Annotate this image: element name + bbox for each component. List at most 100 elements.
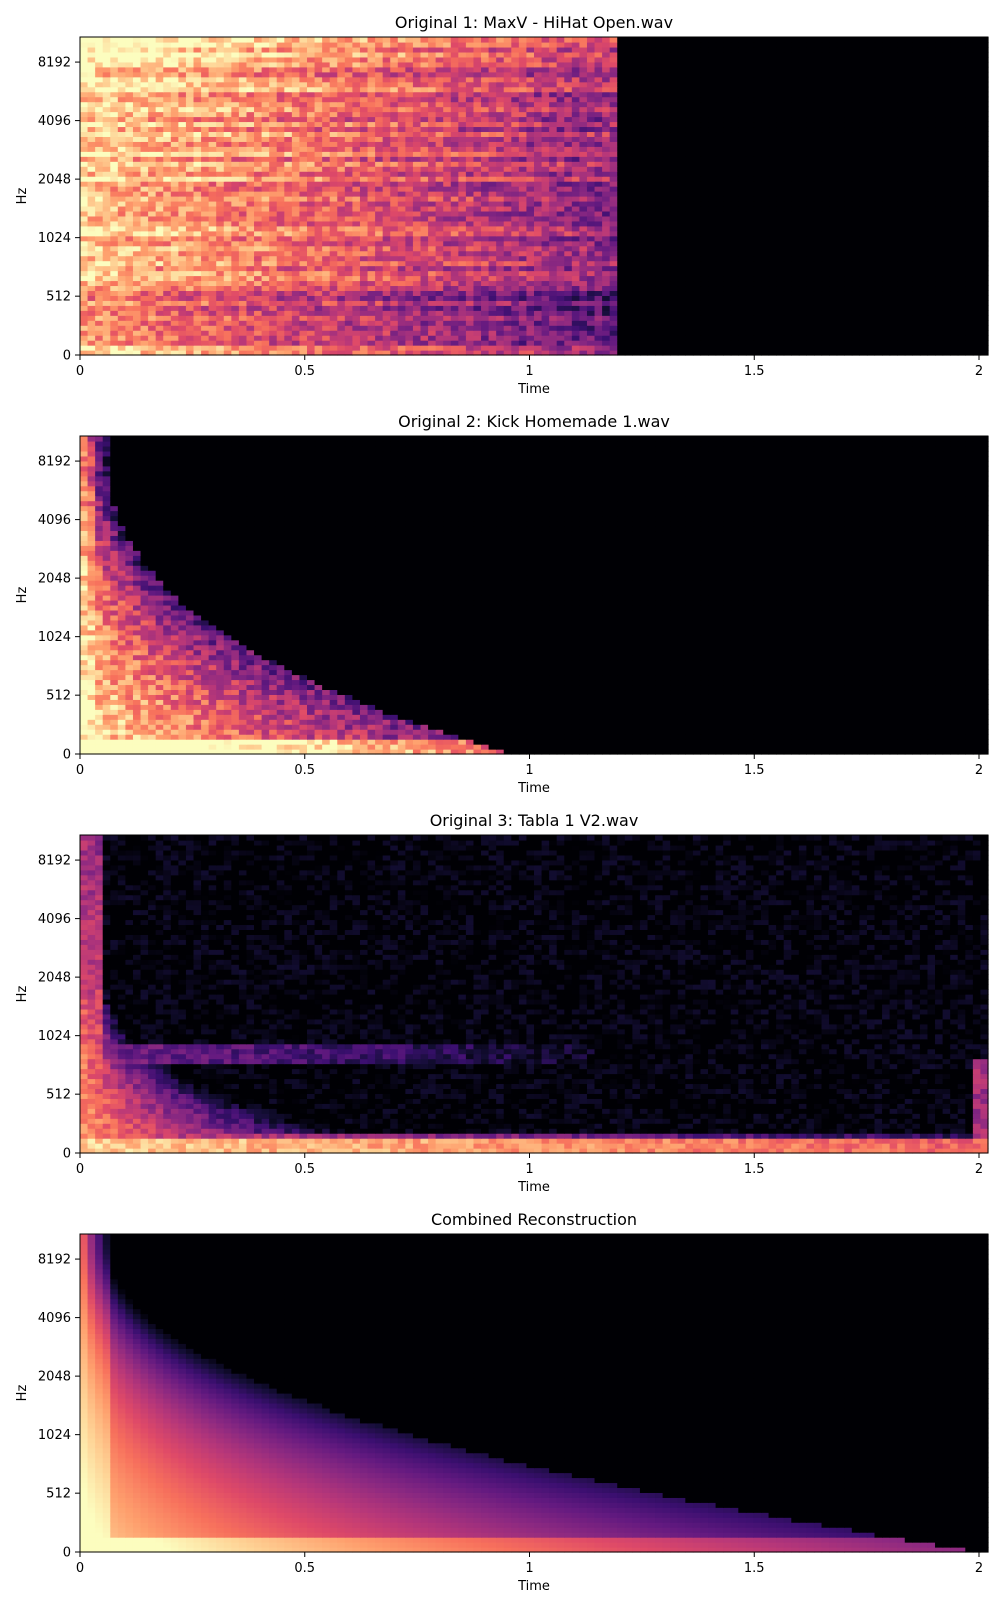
heatmap-cell	[723, 265, 732, 272]
heatmap-cell	[980, 335, 989, 341]
heatmap-cell	[935, 300, 944, 306]
heatmap-cell	[80, 186, 89, 192]
heatmap-cell	[284, 156, 293, 162]
heatmap-cell	[624, 210, 633, 217]
heatmap-cell	[132, 305, 142, 311]
heatmap-cell	[677, 260, 686, 267]
heatmap-cell	[231, 171, 240, 177]
heatmap-cell	[935, 181, 944, 187]
heatmap-cell	[776, 305, 785, 311]
heatmap-cell	[957, 265, 966, 272]
heatmap-cell	[473, 320, 482, 326]
heatmap-cell	[836, 161, 845, 167]
heatmap-cell	[178, 340, 187, 346]
heatmap-cell	[534, 310, 543, 316]
heatmap-cell	[821, 350, 830, 356]
heatmap-cell	[662, 300, 671, 306]
heatmap-cell	[170, 156, 179, 162]
heatmap-cell	[397, 245, 406, 252]
heatmap-cell	[549, 275, 558, 282]
heatmap-cell	[148, 330, 157, 336]
heatmap-cell	[586, 310, 596, 316]
heatmap-cell	[768, 255, 777, 262]
heatmap-cell	[117, 265, 126, 272]
heatmap-cell	[428, 330, 437, 336]
heatmap-cell	[488, 265, 497, 272]
heatmap-cell	[261, 245, 270, 252]
heatmap-cell	[201, 191, 210, 197]
heatmap-cell	[594, 325, 603, 331]
heatmap-cell	[359, 210, 369, 217]
heatmap-cell	[110, 235, 119, 242]
heatmap-cell	[829, 350, 838, 356]
heatmap-cell	[662, 181, 671, 187]
heatmap-cell	[723, 235, 732, 242]
heatmap-cell	[125, 270, 134, 277]
heatmap-cell	[359, 345, 369, 351]
heatmap-cell	[556, 181, 565, 187]
heatmap-cell	[874, 225, 883, 232]
heatmap-cell	[942, 176, 951, 182]
heatmap-cell	[473, 345, 482, 351]
heatmap-cell	[662, 191, 671, 197]
heatmap-cell	[670, 335, 679, 341]
heatmap-cell	[329, 340, 338, 346]
heatmap-cell	[337, 191, 346, 197]
heatmap-cell	[897, 186, 906, 192]
heatmap-cell	[382, 250, 391, 257]
heatmap-cell	[87, 205, 96, 212]
heatmap-cell	[609, 315, 618, 321]
heatmap-cell	[329, 315, 338, 321]
heatmap-cell	[155, 166, 164, 172]
heatmap-cell	[367, 181, 376, 187]
heatmap-cell	[428, 310, 437, 316]
heatmap-cell	[110, 305, 119, 311]
heatmap-cell	[768, 250, 777, 257]
heatmap-cell	[329, 230, 338, 237]
heatmap-cell	[307, 325, 316, 331]
heatmap-cell	[276, 220, 285, 227]
heatmap-cell	[420, 250, 429, 257]
heatmap-cell	[132, 245, 142, 252]
heatmap-cell	[481, 290, 490, 296]
heatmap-cell	[715, 270, 724, 277]
heatmap-cell	[216, 196, 225, 202]
heatmap-cell	[639, 265, 649, 272]
heatmap-cell	[844, 151, 853, 157]
heatmap-cell	[458, 220, 467, 227]
heatmap-cell	[980, 156, 989, 162]
heatmap-cell	[397, 235, 406, 242]
heatmap-cell	[344, 315, 353, 321]
heatmap-cell	[390, 205, 399, 212]
heatmap-cell	[965, 320, 974, 326]
heatmap-cell	[965, 200, 974, 207]
heatmap-cell	[231, 186, 240, 192]
heatmap-cell	[511, 156, 520, 162]
heatmap-cell	[617, 290, 626, 296]
heatmap-cell	[935, 245, 944, 252]
heatmap-cell	[125, 250, 134, 257]
heatmap-cell	[291, 305, 301, 311]
heatmap-cell	[155, 325, 164, 331]
heatmap-cell	[299, 166, 308, 172]
heatmap-cell	[503, 320, 512, 326]
heatmap-cell	[700, 320, 709, 326]
heatmap-cell	[299, 176, 308, 182]
heatmap-cell	[844, 181, 853, 187]
heatmap-cell	[738, 250, 747, 257]
heatmap-cell	[238, 205, 248, 212]
heatmap-cell	[208, 350, 217, 356]
heatmap-cell	[602, 300, 611, 306]
heatmap-cell	[541, 176, 550, 182]
heatmap-cell	[246, 156, 255, 162]
heatmap-cell	[617, 220, 626, 227]
heatmap-cell	[662, 335, 671, 341]
heatmap-cell	[859, 300, 868, 306]
heatmap-cell	[254, 151, 263, 157]
heatmap-cell	[276, 215, 285, 222]
heatmap-cell	[307, 255, 316, 262]
heatmap-cell	[518, 245, 528, 252]
heatmap-cell	[382, 200, 391, 207]
heatmap-cell	[503, 220, 512, 227]
heatmap-cell	[829, 340, 838, 346]
